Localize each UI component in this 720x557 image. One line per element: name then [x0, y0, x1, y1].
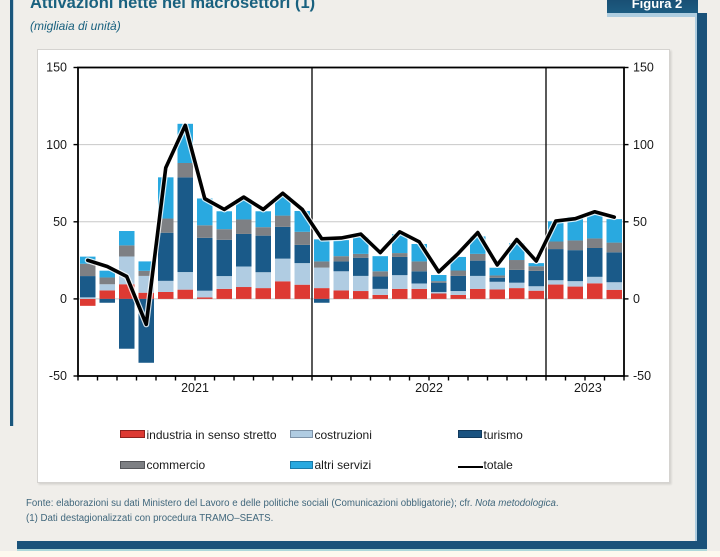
svg-text:100: 100: [633, 138, 654, 152]
svg-text:2021: 2021: [181, 381, 209, 395]
svg-text:50: 50: [53, 215, 67, 229]
svg-text:0: 0: [60, 292, 67, 306]
svg-text:50: 50: [633, 215, 647, 229]
svg-text:2022: 2022: [415, 381, 443, 395]
svg-text:2023: 2023: [574, 381, 602, 395]
svg-text:100: 100: [46, 138, 67, 152]
svg-text:-50: -50: [49, 369, 67, 383]
svg-text:150: 150: [46, 61, 67, 75]
svg-text:150: 150: [633, 61, 654, 75]
svg-text:-50: -50: [633, 369, 651, 383]
svg-text:0: 0: [633, 292, 640, 306]
